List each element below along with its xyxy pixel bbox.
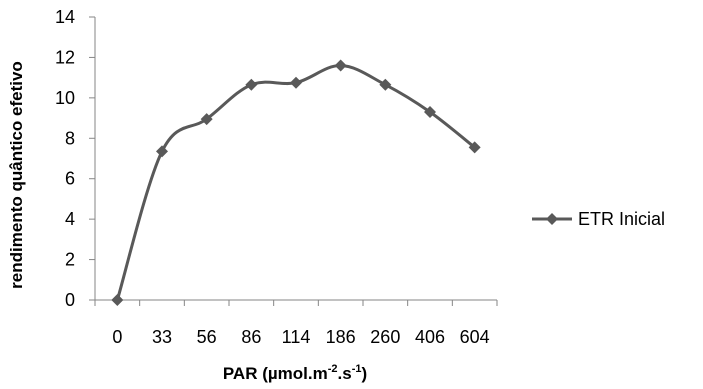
y-axis: 0 2 4 6 8 10 12 14 xyxy=(55,7,96,310)
legend-marker xyxy=(546,213,558,225)
y-tick-label: 2 xyxy=(65,250,75,270)
x-tick-label: 33 xyxy=(152,327,172,347)
y-tick-label: 4 xyxy=(65,209,75,229)
x-tick-label: 114 xyxy=(282,327,311,347)
data-point-marker xyxy=(245,78,258,91)
data-point-marker xyxy=(379,78,392,91)
x-axis-title: PAR (µmol.m-2.s-1) xyxy=(223,363,367,383)
y-tick-label: 8 xyxy=(65,128,75,148)
data-point-marker xyxy=(290,76,302,89)
data-point-marker xyxy=(424,106,436,119)
x-tick-label: 0 xyxy=(112,327,122,347)
x-tick-label: 186 xyxy=(326,327,356,347)
data-point-marker xyxy=(200,113,213,126)
data-point-marker xyxy=(111,294,124,306)
legend-label: ETR Inicial xyxy=(578,209,665,229)
y-tick-label: 14 xyxy=(55,7,75,27)
y-tick-label: 12 xyxy=(55,47,75,67)
data-point-marker xyxy=(468,141,481,154)
x-tick-label: 56 xyxy=(197,327,217,347)
x-tick-label: 86 xyxy=(241,327,261,347)
series-line xyxy=(115,64,476,301)
x-tick-label: 406 xyxy=(415,327,445,347)
data-point-marker xyxy=(334,59,347,72)
y-axis-title: rendimento quântico efetivo xyxy=(7,61,26,289)
y-tick-label: 0 xyxy=(65,290,75,310)
series-ETR-Inicial xyxy=(111,59,481,306)
x-tick-label: 260 xyxy=(370,327,400,347)
y-tick-label: 6 xyxy=(65,169,75,189)
x-tick-label: 604 xyxy=(460,327,490,347)
legend: ETR Inicial xyxy=(532,209,665,229)
y-tick-label: 10 xyxy=(55,88,75,108)
x-axis: 0 33 56 86 114 186 260 406 604 xyxy=(94,299,498,347)
data-point-marker xyxy=(156,145,168,158)
